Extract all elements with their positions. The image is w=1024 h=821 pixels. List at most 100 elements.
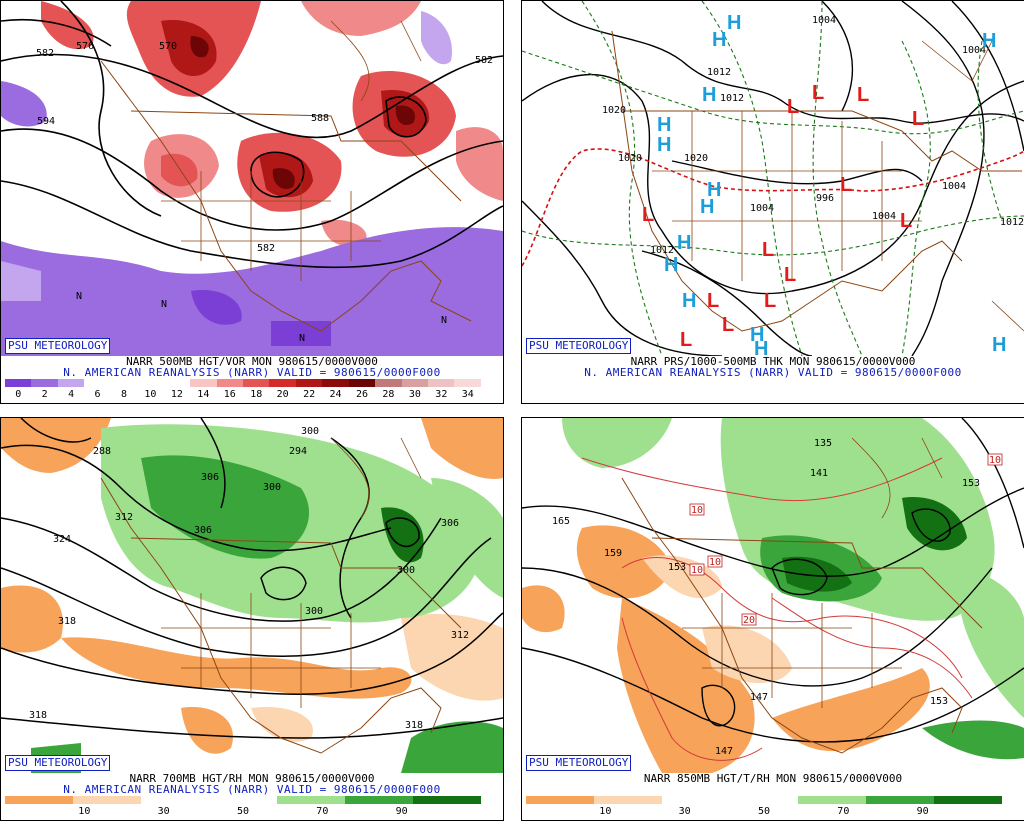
colorbar-swatch xyxy=(375,379,402,387)
colorbar-tick-label: 30 xyxy=(157,806,170,817)
contour-label: 153 xyxy=(668,562,686,573)
colorbar-swatch xyxy=(57,379,85,387)
psu-meteorology-credit: PSU METEOROLOGY xyxy=(526,338,632,354)
contour-label: 312 xyxy=(115,512,133,523)
colorbar-swatch xyxy=(110,379,138,387)
panel-500mb-vorticity: 582 576 570 582 594 582 588 N N N N PSU … xyxy=(0,0,504,404)
vorticity-colorbar-ticks: 0 2 4 6 8 10 12 14 16 18 20 22 24 26 28 30 32 34 xyxy=(5,389,481,401)
rh-colorbar-ticks: 10 30 50 70 90 xyxy=(526,806,1002,818)
isobar-label: 1020 xyxy=(602,105,626,116)
contour-label: 288 xyxy=(93,446,111,457)
isobar-label: 1004 xyxy=(872,211,896,222)
colorbar-swatch xyxy=(662,796,730,804)
rh-colorbar-ticks: 10 30 50 70 90 xyxy=(5,806,481,818)
contour-label: 582 xyxy=(475,55,493,66)
colorbar-swatch xyxy=(190,379,217,387)
contour-label: 306 xyxy=(194,525,212,536)
panel-caption-line2: N. AMERICAN REANALYSIS (NARR) VALID = 98… xyxy=(63,366,441,379)
colorbar-tick-label: 50 xyxy=(236,806,250,817)
contour-label: 582 xyxy=(36,48,54,59)
colorbar-tick-label: 12 xyxy=(170,389,183,400)
map-850mb-temp-rh: 135 141 165 153 159 153 147 147 153 10 1… xyxy=(522,418,1024,773)
low-pressure-icon: L xyxy=(857,84,869,106)
colorbar-swatch xyxy=(934,796,1002,804)
colorbar-swatch xyxy=(295,379,323,387)
panel-caption-line1: NARR 700MB HGT/RH MON 980615/0000V000 xyxy=(129,772,375,785)
colorbar-tick-label: 90 xyxy=(395,806,408,817)
colorbar-swatch xyxy=(269,379,296,387)
high-pressure-icon: H xyxy=(682,290,696,312)
low-pressure-icon: L xyxy=(680,329,692,351)
isobar-label: 1012 xyxy=(1000,217,1024,228)
colorbar-swatch xyxy=(866,796,934,804)
colorbar-swatch xyxy=(798,796,866,804)
contour-label: 318 xyxy=(405,720,423,731)
colorbar-tick-label: 10 xyxy=(599,806,612,817)
high-pressure-icon: H xyxy=(727,12,741,34)
colorbar-tick-label: 32 xyxy=(435,389,448,400)
high-pressure-icon: H xyxy=(712,29,726,51)
psu-meteorology-credit: PSU METEOROLOGY xyxy=(526,755,632,771)
low-pressure-icon: L xyxy=(764,290,776,312)
vorticity-colorbar xyxy=(5,379,481,387)
contour-label: 582 xyxy=(257,243,275,254)
colorbar-swatch xyxy=(5,796,73,804)
low-pressure-icon: L xyxy=(762,239,774,261)
contour-label: N xyxy=(299,333,305,344)
colorbar-tick-label: 0 xyxy=(15,389,22,400)
map-pressure-thickness: 1004 1012 1020 1020 1020 1012 1004 1004 … xyxy=(522,1,1024,356)
contour-label: 300 xyxy=(263,482,281,493)
high-pressure-icon: H xyxy=(700,196,714,218)
contour-label: 594 xyxy=(37,116,55,127)
colorbar-tick-label: 50 xyxy=(757,806,771,817)
isobar-label: 1012 xyxy=(720,93,744,104)
temperature-label: 10 xyxy=(691,505,703,516)
contour-label: 300 xyxy=(397,565,415,576)
contour-label: 135 xyxy=(814,438,832,449)
high-pressure-icon: H xyxy=(702,84,716,106)
colorbar-swatch xyxy=(348,379,376,387)
colorbar-swatch xyxy=(31,379,58,387)
panel-caption-line2: N. AMERICAN REANALYSIS (NARR) VALID = 98… xyxy=(584,366,962,379)
high-pressure-icon: H xyxy=(677,232,691,254)
panel-caption-line1: NARR 500MB HGT/VOR MON 980615/0000V000 xyxy=(126,355,378,368)
colorbar-tick-label: 30 xyxy=(408,389,421,400)
low-pressure-icon: L xyxy=(707,290,719,312)
colorbar-swatch xyxy=(428,379,455,387)
colorbar-swatch xyxy=(401,379,428,387)
colorbar-tick-label: 10 xyxy=(144,389,157,400)
low-pressure-icon: L xyxy=(642,204,654,226)
contour-label: 147 xyxy=(750,692,768,703)
contour-label: 318 xyxy=(58,616,76,627)
isobar-label: 1004 xyxy=(942,181,966,192)
contour-label: 306 xyxy=(201,472,219,483)
colorbar-swatch xyxy=(209,796,277,804)
psu-meteorology-credit: PSU METEOROLOGY xyxy=(5,755,111,771)
colorbar-swatch xyxy=(5,379,32,387)
contour-label: 306 xyxy=(441,518,459,529)
colorbar-tick-label: 20 xyxy=(276,389,289,400)
contour-label: 588 xyxy=(311,113,329,124)
colorbar-tick-label: 90 xyxy=(916,806,929,817)
panel-caption-line1: NARR PRS/1000-500MB THK MON 980615/0000V… xyxy=(630,355,916,368)
high-pressure-icon: H xyxy=(707,179,721,201)
isobar-label: 1012 xyxy=(707,67,731,78)
temperature-label: 20 xyxy=(743,615,755,626)
high-pressure-icon: H xyxy=(992,334,1006,356)
temperature-label: 10 xyxy=(691,565,703,576)
colorbar-swatch xyxy=(322,379,349,387)
colorbar-swatch xyxy=(216,379,243,387)
colorbar-swatch xyxy=(594,796,662,804)
colorbar-tick-label: 10 xyxy=(78,806,91,817)
panel-850mb-temp-rh: 135 141 165 153 159 153 147 147 153 10 1… xyxy=(521,417,1024,821)
contour-label: 324 xyxy=(53,534,71,545)
isobar-label: 1020 xyxy=(618,153,642,164)
high-pressure-icon: H xyxy=(657,134,671,156)
contour-label: 147 xyxy=(715,746,733,757)
colorbar-tick-label: 30 xyxy=(678,806,691,817)
colorbar-swatch xyxy=(84,379,111,387)
colorbar-swatch xyxy=(526,796,594,804)
map-700mb-rh: 300 294 288 306 300 312 306 324 318 300 … xyxy=(1,418,503,773)
rh-colorbar xyxy=(526,796,1002,804)
isobar-label: 1012 xyxy=(650,245,674,256)
